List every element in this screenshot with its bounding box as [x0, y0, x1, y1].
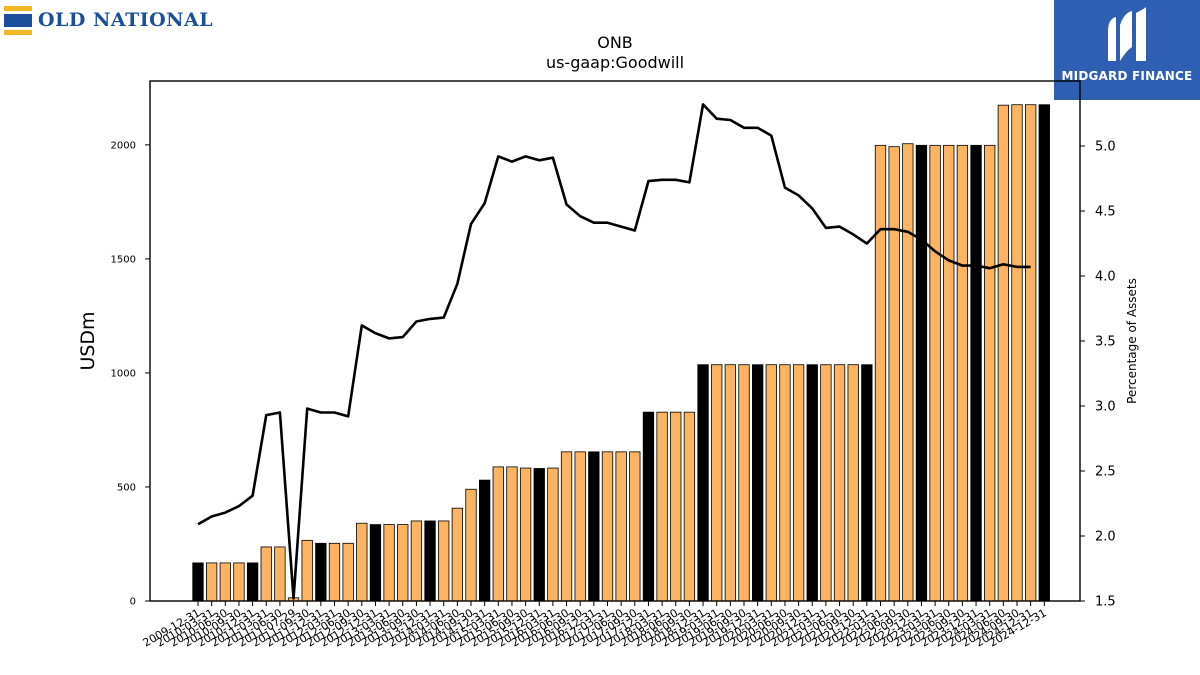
bar — [478, 479, 491, 602]
y2-tick-label: 2.0 — [1095, 530, 1116, 545]
bar — [301, 539, 313, 602]
y2-tick-label: 2.5 — [1095, 465, 1116, 480]
bar — [656, 411, 668, 602]
y-tick-label: 0 — [130, 597, 136, 608]
bar — [356, 522, 368, 602]
bar — [711, 364, 723, 602]
bar — [929, 144, 941, 602]
bar — [670, 411, 682, 602]
bar — [192, 562, 204, 602]
bar — [915, 144, 928, 602]
bar — [315, 542, 327, 602]
bar — [738, 364, 750, 602]
bar — [506, 466, 518, 602]
y2-tick-label: 1.5 — [1095, 595, 1116, 610]
midgard-finance-logo: MIDGARD FINANCE — [1054, 0, 1200, 100]
old-national-logo: OLD NATIONAL — [4, 4, 213, 36]
bar — [533, 468, 545, 602]
percentage-line — [197, 103, 1031, 600]
bar — [997, 104, 1009, 602]
bar — [765, 364, 777, 602]
bar — [820, 364, 832, 602]
bar — [861, 364, 873, 602]
bar — [328, 542, 341, 602]
y-tick-label: 1000 — [111, 368, 136, 379]
axes-group: 0 500 1000 1500 2000 1.5 2.0 2.5 3.0 3.5 4.0 4.5 5.0… — [111, 80, 1116, 650]
y2-tick-label: 5.0 — [1095, 140, 1116, 155]
chart-title: ONB — [597, 33, 633, 52]
bar — [697, 364, 709, 602]
bar — [902, 143, 914, 602]
y-tick-label: 500 — [117, 482, 136, 493]
bar — [888, 146, 900, 602]
bar — [847, 364, 859, 602]
bar — [574, 451, 586, 602]
bar — [560, 451, 573, 602]
y2-tick-label: 4.5 — [1095, 205, 1116, 220]
bar — [615, 451, 627, 602]
bar — [629, 451, 641, 602]
bar — [943, 144, 955, 602]
y-tick-label: 2000 — [111, 140, 136, 151]
bar — [601, 451, 614, 602]
y2-tick-label: 4.0 — [1095, 270, 1116, 285]
bar — [205, 562, 218, 602]
bar — [219, 562, 231, 602]
bar — [1011, 104, 1023, 602]
old-national-mark-icon — [4, 5, 32, 35]
chart-subtitle: us-gaap:Goodwill — [546, 53, 684, 72]
y-tick-label: 1500 — [111, 254, 136, 265]
bar — [383, 524, 395, 602]
line-group — [197, 103, 1031, 600]
bar — [260, 546, 272, 602]
old-national-logo-text: OLD NATIONAL — [38, 9, 214, 31]
bar — [1025, 104, 1037, 602]
y2-tick-label: 3.0 — [1095, 400, 1116, 415]
bar — [792, 364, 805, 602]
bar — [465, 488, 477, 602]
bar — [342, 542, 354, 602]
bar — [588, 451, 600, 602]
bar — [683, 411, 696, 602]
bar — [984, 144, 996, 602]
y2-tick-label: 3.5 — [1095, 335, 1116, 350]
bar — [410, 520, 423, 602]
bar — [246, 562, 259, 602]
y-axis-label: USDm — [77, 311, 99, 370]
bar — [519, 467, 532, 602]
bar — [547, 467, 559, 602]
bar — [724, 364, 736, 602]
bar — [274, 546, 286, 602]
bar — [233, 562, 245, 602]
bar — [752, 364, 764, 602]
midgard-finance-mark-icon — [1108, 7, 1146, 61]
bar — [956, 144, 969, 602]
bar — [397, 524, 409, 602]
bar — [642, 411, 655, 602]
bar — [970, 144, 982, 602]
bar — [806, 364, 818, 602]
bars-group — [192, 104, 1050, 602]
bar — [874, 144, 887, 602]
bar — [779, 364, 791, 602]
midgard-finance-logo-text: MIDGARD FINANCE — [1061, 69, 1193, 83]
bar — [451, 507, 464, 602]
bar — [1038, 104, 1050, 602]
bar — [438, 520, 450, 602]
bar — [833, 364, 846, 602]
bar — [424, 520, 436, 602]
bar — [369, 524, 382, 602]
bar — [492, 466, 504, 602]
y2-axis-label: Percentage of Assets — [1125, 278, 1139, 404]
